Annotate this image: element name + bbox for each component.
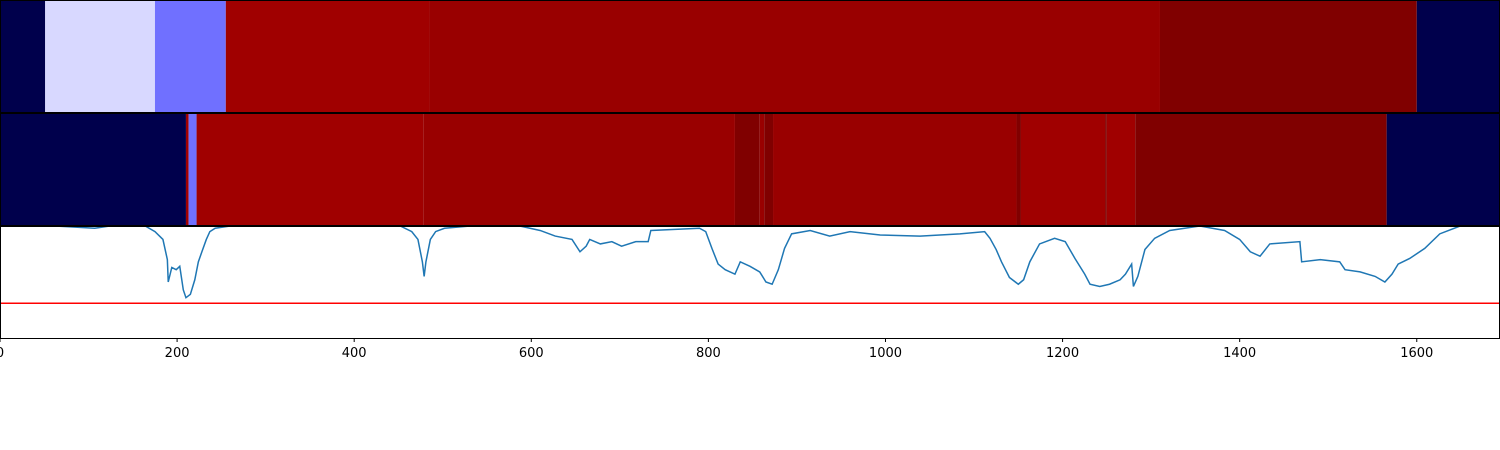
strip-segment [1106, 113, 1136, 225]
x-tick-label: 800 [696, 346, 721, 361]
strip-segment [1159, 0, 1417, 112]
strip-segment [1386, 113, 1500, 225]
x-tick-label: 0 [0, 346, 4, 361]
x-tick-label: 1400 [1223, 346, 1256, 361]
x-tick-label: 400 [342, 346, 367, 361]
strip-segment [1016, 113, 1021, 225]
strip-segment [1105, 113, 1107, 225]
strip-segment [734, 113, 760, 225]
strip-segment [1020, 113, 1106, 225]
strip-segment [1135, 113, 1387, 225]
strip-segment [0, 0, 46, 112]
line-series [54, 226, 1500, 299]
strip-segment [759, 113, 765, 225]
strip-segment [154, 0, 226, 112]
x-tick-label: 1600 [1400, 346, 1433, 361]
strip-segment [1416, 0, 1500, 112]
strip-segment [185, 113, 189, 225]
strip-segment [188, 113, 197, 225]
strip-segment [196, 113, 424, 225]
strip-segment [423, 113, 735, 225]
strip-segment [764, 113, 774, 225]
x-tick-label: 1000 [869, 346, 902, 361]
strip-segment [0, 113, 186, 225]
strip-segment [429, 0, 1160, 112]
strip-segment [225, 0, 430, 112]
x-tick-label: 1200 [1046, 346, 1079, 361]
x-tick-label: 600 [519, 346, 544, 361]
strip-segment [45, 0, 155, 112]
x-tick-label: 200 [165, 346, 190, 361]
strip-segment [773, 113, 1017, 225]
